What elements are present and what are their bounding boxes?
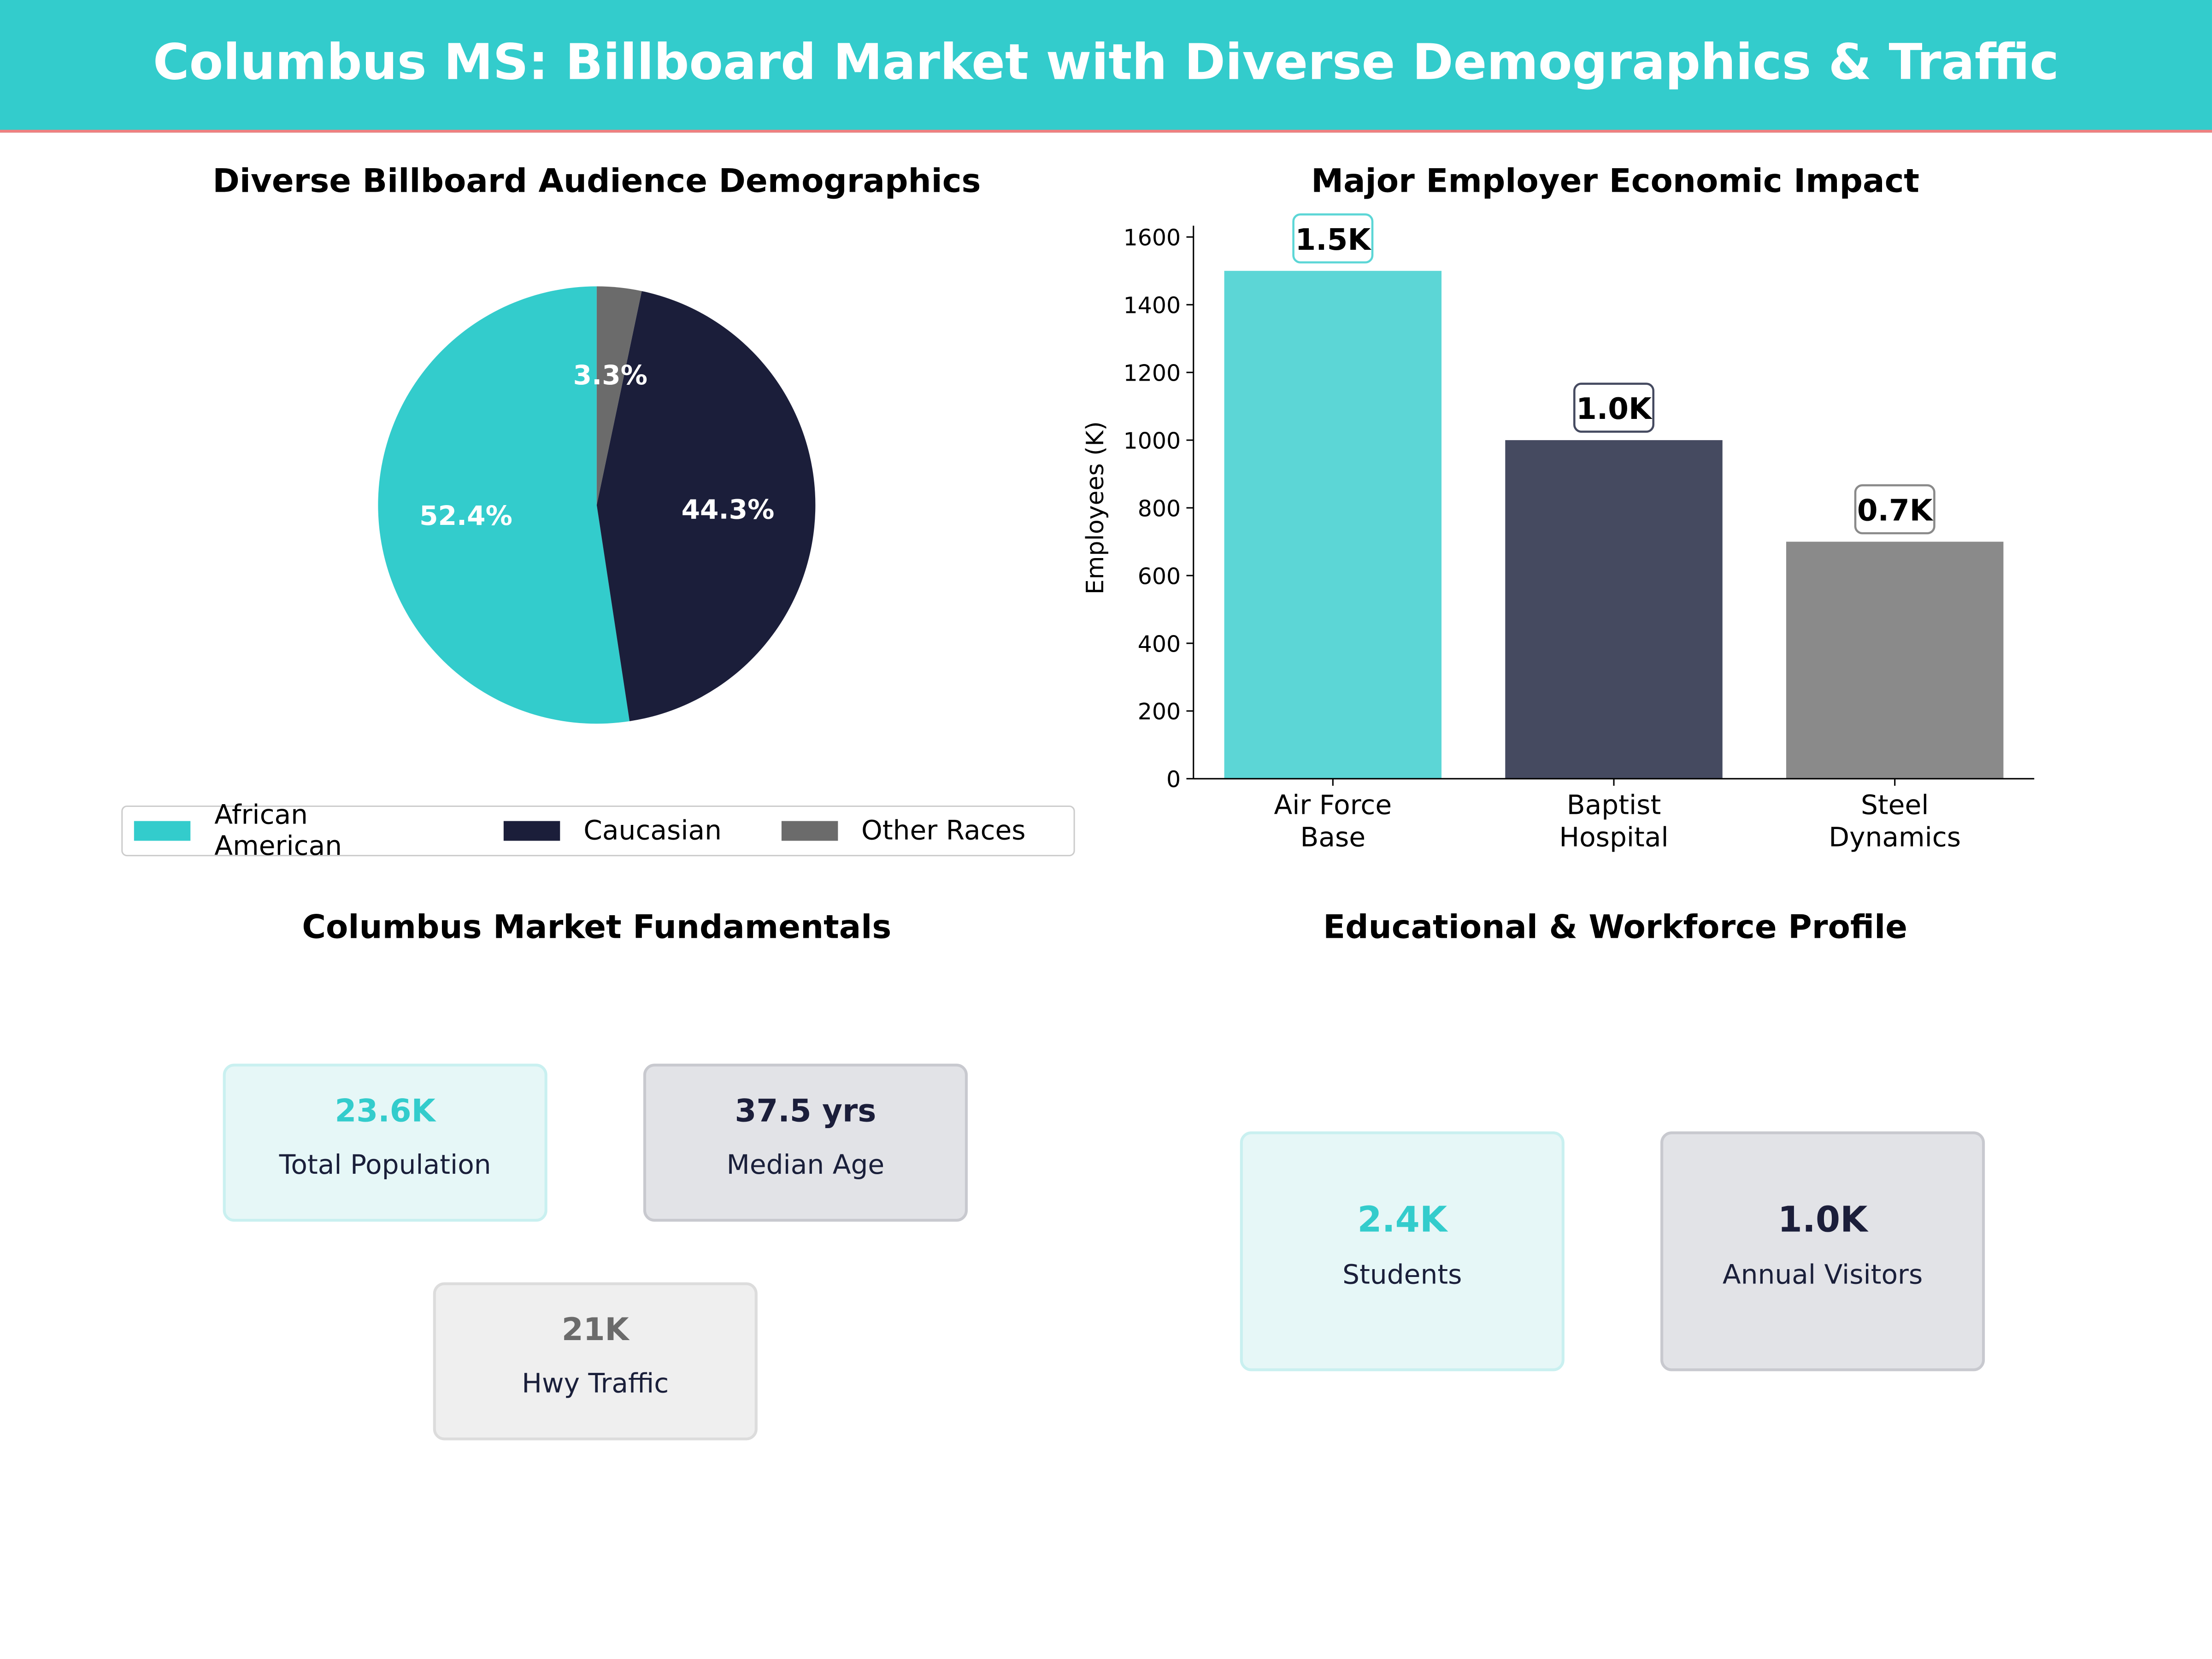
- y-tick-label: 800: [1138, 495, 1181, 522]
- x-tick-label: Steel: [1861, 789, 1929, 820]
- y-axis-label: Employees (K): [1082, 421, 1109, 594]
- pie-label: 3.3%: [573, 359, 647, 391]
- bar-chart-title: Major Employer Economic Impact: [1311, 164, 1920, 200]
- page-title: Columbus MS: Billboard Market with Diver…: [153, 35, 2059, 92]
- y-tick-label: 600: [1138, 563, 1181, 589]
- data-label: 1.5K: [1295, 223, 1371, 257]
- x-tick-label: Baptist: [1567, 789, 1661, 820]
- bar: [1224, 271, 1442, 779]
- legend-label: Other Races: [861, 815, 1026, 847]
- header-banner: Columbus MS: Billboard Market with Diver…: [0, 0, 2212, 133]
- card-value: 23.6K: [335, 1094, 435, 1130]
- x-tick-label: Hospital: [1559, 822, 1668, 853]
- pie-slice: [596, 291, 816, 722]
- pie-chart: 52.4% 44.3% 3.3%: [378, 286, 816, 724]
- legend-item: Other Races: [781, 815, 1026, 847]
- legend-label: Caucasian: [583, 815, 722, 847]
- bar: [1786, 541, 2004, 779]
- pie-slice: [378, 286, 630, 724]
- data-label-box: [1292, 213, 1374, 264]
- education-title: Educational & Workforce Profile: [1323, 910, 1907, 947]
- traffic-card: 21K Hwy Traffic: [433, 1282, 758, 1441]
- data-label: 1.0K: [1576, 392, 1653, 426]
- data-label-box: [1573, 382, 1655, 433]
- y-tick-label: 1000: [1124, 428, 1181, 454]
- legend-swatch: [503, 821, 560, 841]
- card-value: 1.0K: [1777, 1199, 1868, 1240]
- card-value: 37.5 yrs: [735, 1094, 877, 1130]
- y-tick-label: 0: [1166, 766, 1181, 793]
- legend-item: African American: [134, 800, 444, 862]
- x-tick-label: Dynamics: [1829, 822, 1961, 853]
- y-tick-label: 1600: [1124, 225, 1181, 251]
- card-value: 2.4K: [1357, 1199, 1447, 1240]
- visitors-card: 1.0K Annual Visitors: [1660, 1131, 1985, 1371]
- fundamentals-title: Columbus Market Fundamentals: [302, 910, 892, 947]
- card-label: Hwy Traffic: [522, 1368, 669, 1400]
- population-card: 23.6K Total Population: [223, 1064, 547, 1222]
- legend-label: African American: [214, 800, 342, 862]
- x-tick-label: Base: [1300, 822, 1366, 853]
- pie-slice: [596, 286, 642, 505]
- card-label: Total Population: [279, 1149, 491, 1181]
- card-value: 21K: [561, 1313, 629, 1349]
- card-label: Students: [1342, 1259, 1462, 1291]
- card-label: Annual Visitors: [1722, 1259, 1923, 1291]
- y-tick-label: 400: [1138, 631, 1181, 657]
- data-label-box: [1854, 484, 1936, 535]
- students-card: 2.4K Students: [1240, 1131, 1565, 1371]
- legend-swatch: [134, 821, 191, 841]
- y-tick-label: 1400: [1124, 293, 1181, 319]
- pie-legend: African American Caucasian Other Races: [121, 800, 1075, 862]
- bar: [1505, 440, 1723, 779]
- legend-item: Caucasian: [503, 815, 722, 847]
- y-tick-label: 1200: [1124, 360, 1181, 387]
- pie-label: 44.3%: [682, 494, 775, 525]
- median-age-card: 37.5 yrs Median Age: [643, 1064, 968, 1222]
- y-tick-label: 200: [1138, 699, 1181, 725]
- pie-chart-title: Diverse Billboard Audience Demographics: [212, 164, 981, 200]
- pie-label: 52.4%: [419, 500, 512, 531]
- x-tick-label: Air Force: [1274, 789, 1392, 820]
- data-label: 0.7K: [1857, 494, 1934, 528]
- card-label: Median Age: [726, 1149, 885, 1181]
- legend-swatch: [781, 821, 838, 841]
